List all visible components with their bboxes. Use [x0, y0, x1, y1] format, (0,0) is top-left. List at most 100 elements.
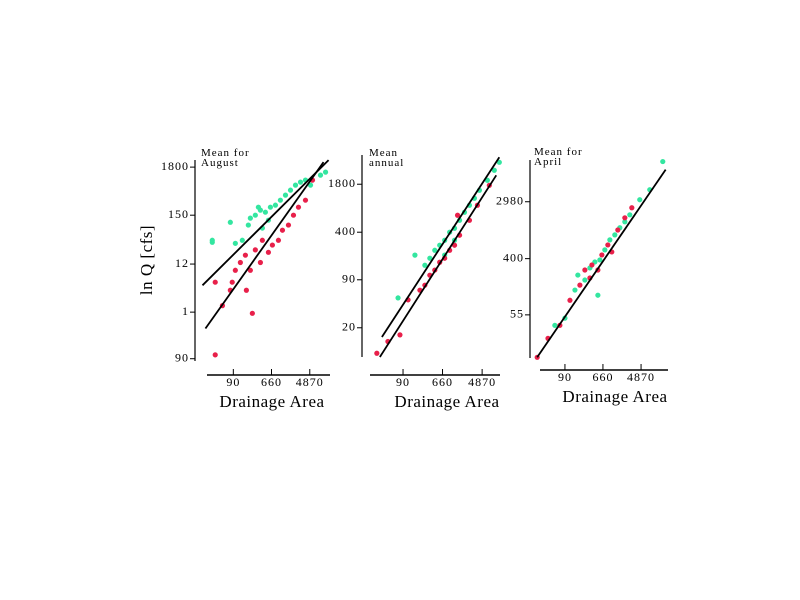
point	[243, 287, 249, 293]
point	[432, 247, 438, 253]
point	[397, 332, 403, 338]
point	[615, 227, 621, 233]
point	[582, 267, 588, 273]
point	[422, 262, 428, 268]
point	[412, 252, 418, 258]
point	[575, 272, 581, 278]
y-tick-label: 1800	[328, 176, 356, 190]
point	[612, 232, 618, 238]
point	[597, 257, 603, 263]
point	[290, 212, 297, 218]
point	[582, 277, 588, 283]
point	[212, 279, 218, 285]
point	[209, 237, 215, 243]
x-tick-label: 660	[432, 375, 453, 389]
point	[322, 169, 329, 175]
point	[232, 267, 238, 273]
point	[252, 247, 258, 253]
x-tick-label: 4870	[468, 375, 496, 389]
point	[259, 237, 265, 243]
point	[572, 287, 578, 293]
point	[295, 204, 302, 210]
point	[269, 242, 275, 248]
point	[302, 197, 309, 203]
fit-line	[381, 156, 501, 338]
point	[589, 262, 595, 268]
point	[496, 159, 502, 165]
y-tick-label: 2980	[496, 193, 524, 207]
x-tick-label: 660	[261, 375, 282, 389]
point	[627, 212, 633, 218]
point	[427, 255, 433, 261]
point	[454, 212, 461, 218]
point	[622, 215, 628, 221]
point	[599, 252, 605, 258]
point	[607, 237, 613, 243]
point	[229, 279, 235, 285]
point	[395, 295, 401, 301]
x-axis-label: Drainage Area	[562, 387, 667, 406]
point	[297, 179, 304, 185]
x-tick-label: 90	[396, 375, 410, 389]
fit-line	[536, 169, 667, 358]
panel-title: Mean annual	[369, 147, 405, 169]
point	[247, 267, 253, 273]
point	[605, 242, 611, 248]
point	[272, 202, 279, 208]
point	[255, 204, 261, 210]
point	[637, 197, 643, 203]
point	[277, 197, 283, 203]
point	[491, 167, 497, 173]
y-tick-label: 400	[503, 250, 524, 264]
point	[242, 252, 248, 258]
point	[595, 292, 601, 298]
point	[239, 237, 245, 243]
x-tick-label: 660	[592, 370, 613, 384]
panel-title: Mean for April	[534, 146, 583, 168]
point	[262, 209, 268, 215]
point	[307, 182, 314, 188]
point	[227, 219, 233, 225]
point	[275, 237, 282, 243]
y-tick-label: 400	[335, 224, 356, 238]
x-axis-label: Drainage Area	[394, 392, 499, 411]
point	[622, 219, 628, 225]
y-tick-label: 150	[168, 207, 189, 221]
point	[660, 158, 666, 165]
y-axis-label: ln Q [cfs]	[137, 225, 156, 295]
point	[212, 352, 218, 358]
point	[552, 322, 558, 328]
point	[285, 222, 292, 228]
y-tick-label: 12	[175, 256, 189, 270]
x-tick-label: 4870	[296, 375, 324, 389]
y-tick-label: 1800	[161, 159, 189, 173]
point	[567, 297, 573, 303]
point	[282, 192, 289, 198]
point	[252, 212, 258, 218]
point	[265, 249, 272, 255]
point	[317, 172, 324, 178]
x-tick-label: 90	[558, 370, 572, 384]
fit-line	[204, 161, 325, 329]
point	[279, 227, 286, 233]
point	[249, 310, 255, 316]
point	[267, 204, 274, 210]
fit-line	[379, 174, 498, 358]
y-tick-label: 55	[510, 307, 524, 321]
y-tick-label: 90	[175, 350, 189, 364]
y-tick-label: 20	[342, 320, 356, 334]
x-tick-label: 90	[226, 375, 240, 389]
fit-line	[201, 159, 330, 286]
x-tick-label: 4870	[627, 370, 655, 384]
point	[292, 182, 299, 188]
point	[257, 259, 264, 266]
point	[602, 247, 608, 253]
point	[232, 240, 238, 246]
y-tick-label: 1	[182, 304, 189, 318]
point	[629, 205, 635, 211]
y-tick-label: 90	[342, 272, 356, 286]
point	[577, 282, 583, 288]
point	[245, 222, 251, 228]
